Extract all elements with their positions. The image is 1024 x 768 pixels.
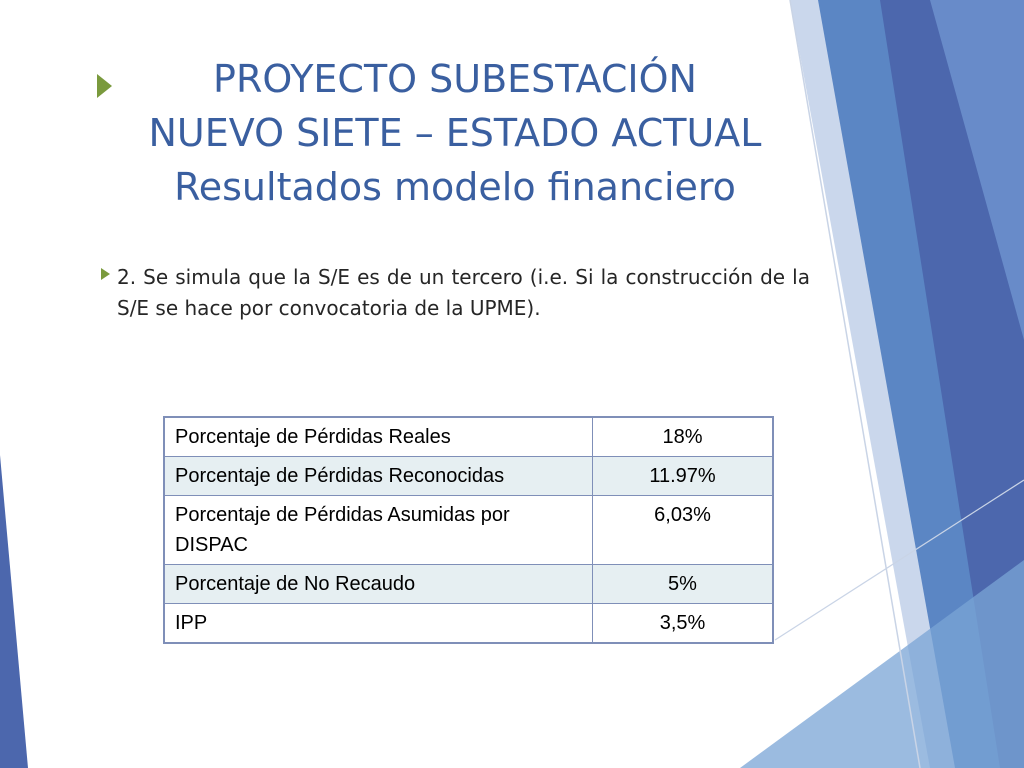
table-row: Porcentaje de Pérdidas Reales 18%	[163, 416, 774, 457]
right-shape-accent	[930, 0, 1024, 340]
title-line-2: NUEVO SIETE – ESTADO ACTUAL	[148, 111, 762, 155]
row-value: 5%	[592, 564, 774, 604]
row-value: 11.97%	[592, 456, 774, 496]
row-label: Porcentaje de No Recaudo	[163, 564, 593, 604]
table-row: Porcentaje de No Recaudo 5%	[163, 564, 774, 604]
bullet-text: 2. Se simula que la S/E es de un tercero…	[117, 265, 810, 320]
left-shape	[0, 455, 28, 768]
bottom-right-shape	[740, 560, 1024, 768]
right-thin-line	[789, 0, 921, 768]
row-value: 6,03%	[592, 495, 774, 565]
row-label: Porcentaje de Pérdidas Reconocidas	[163, 456, 593, 496]
row-value: 3,5%	[592, 603, 774, 644]
row-label: Porcentaje de Pérdidas Asumidas por DISP…	[163, 495, 593, 565]
title-line-1: PROYECTO SUBESTACIÓN	[213, 57, 697, 101]
title-arrow-icon	[97, 74, 112, 98]
row-label: Porcentaje de Pérdidas Reales	[163, 416, 593, 457]
results-table: Porcentaje de Pérdidas Reales 18% Porcen…	[163, 416, 774, 644]
slide-title: PROYECTO SUBESTACIÓN NUEVO SIETE – ESTAD…	[90, 52, 820, 214]
row-value: 18%	[592, 416, 774, 457]
bullet-arrow-icon	[101, 268, 110, 280]
table-row: IPP 3,5%	[163, 603, 774, 644]
row-label: IPP	[163, 603, 593, 644]
table-row: Porcentaje de Pérdidas Reconocidas 11.97…	[163, 456, 774, 496]
table-row: Porcentaje de Pérdidas Asumidas por DISP…	[163, 495, 774, 565]
title-line-3: Resultados modelo financiero	[174, 165, 736, 209]
bottom-thin-line	[774, 479, 1024, 641]
